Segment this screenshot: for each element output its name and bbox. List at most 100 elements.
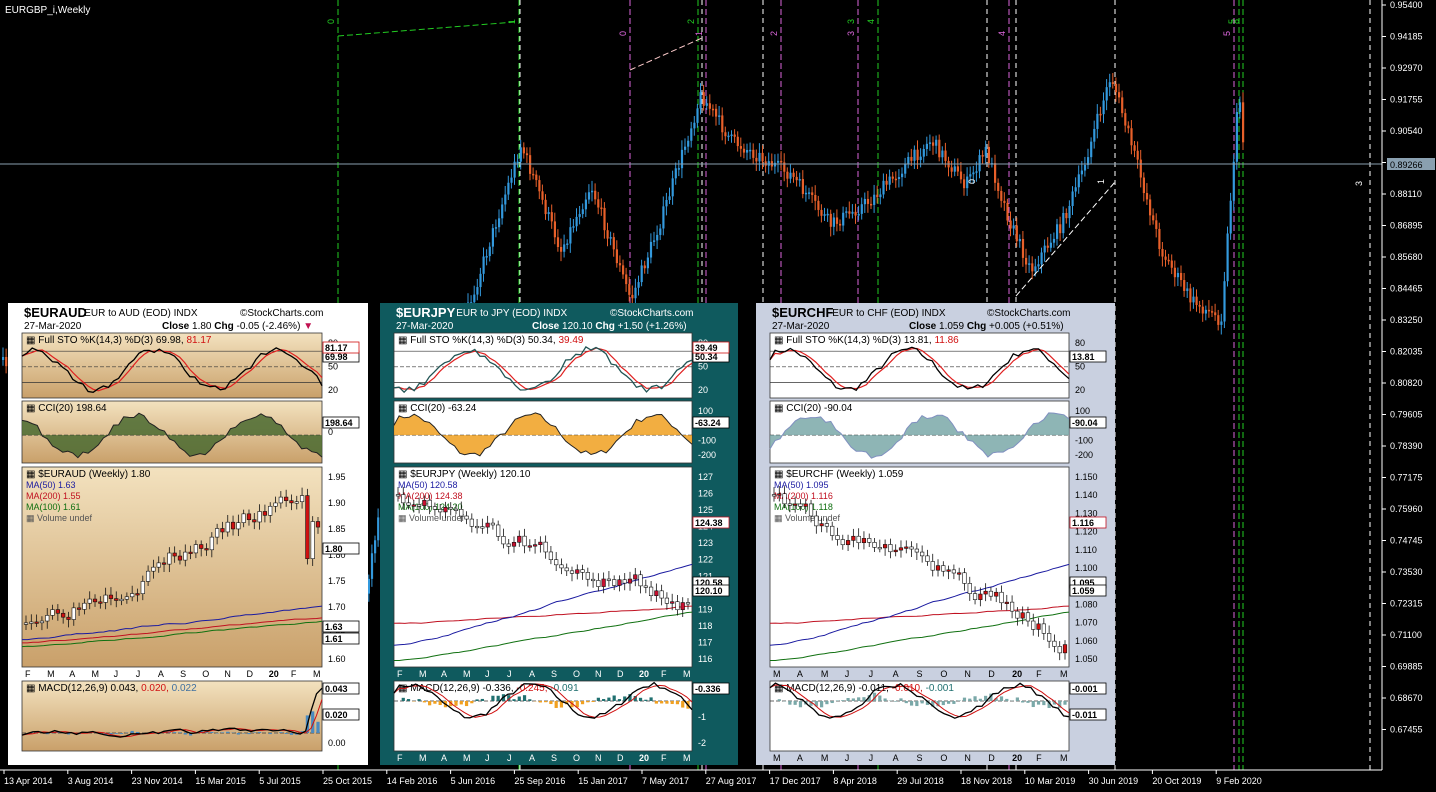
value-tag: -0.336 xyxy=(695,684,721,694)
panel-description: EUR to CHF (EOD) INDX xyxy=(832,308,946,319)
month-label: J xyxy=(869,753,874,763)
month-label: J xyxy=(485,669,490,679)
price-label: 0.67455 xyxy=(1390,725,1423,735)
price-label: 0.73530 xyxy=(1390,567,1423,577)
month-label: M xyxy=(313,669,321,679)
price-legend-item: ▦ $EURJPY (Weekly) 120.10 xyxy=(398,469,531,480)
price-axis-label: 1.90 xyxy=(328,498,346,508)
month-label: N xyxy=(224,669,231,679)
panel-symbol: $EURCHF xyxy=(772,305,833,320)
price-axis-label: 1.050 xyxy=(1075,654,1098,664)
month-label: D xyxy=(617,669,624,679)
price-label: 0.83250 xyxy=(1390,315,1423,325)
month-label: J xyxy=(136,669,141,679)
month-label: F xyxy=(1036,753,1042,763)
month-label: J xyxy=(114,669,119,679)
time-label: 13 Apr 2014 xyxy=(4,776,53,786)
time-label: 25 Oct 2015 xyxy=(323,776,372,786)
value-tag: -63.24 xyxy=(695,418,721,428)
price-label: 0.91755 xyxy=(1390,95,1423,105)
price-axis-label: 1.100 xyxy=(1075,563,1098,573)
time-label: 17 Dec 2017 xyxy=(770,776,821,786)
price-axis-label: 121 xyxy=(698,571,713,581)
price-label: 0.75960 xyxy=(1390,504,1423,514)
price-axis-label: 1.110 xyxy=(1075,545,1097,555)
panel-brand: ©StockCharts.com xyxy=(987,308,1071,319)
month-label: N xyxy=(595,753,602,763)
month-label: M xyxy=(1060,669,1068,679)
value-tag: -90.04 xyxy=(1072,418,1098,428)
month-label: J xyxy=(845,753,850,763)
price-label: 0.74745 xyxy=(1390,536,1423,546)
panel-euraud[interactable]: $EURAUD EUR to AUD (EOD) INDX ©StockCharts… xyxy=(8,303,368,765)
month-label: M xyxy=(463,753,471,763)
price-axis-label: 127 xyxy=(698,472,713,482)
value-tag: 198.64 xyxy=(325,418,353,428)
panel-brand: ©StockCharts.com xyxy=(610,308,694,319)
price-legend-item: MA(50) 1.095 xyxy=(774,480,829,490)
month-label: O xyxy=(573,753,580,763)
month-label: M xyxy=(47,669,55,679)
month-label: A xyxy=(797,753,803,763)
month-label: M xyxy=(683,753,691,763)
cci-axis-label: -200 xyxy=(698,450,716,460)
price-legend-item: MA(100) 1.61 xyxy=(26,502,81,512)
value-tag: 1.095 xyxy=(1072,578,1095,588)
time-label: 3 Aug 2014 xyxy=(68,776,114,786)
sto-axis-label: 20 xyxy=(1075,385,1085,395)
month-label: S xyxy=(917,753,923,763)
month-label: 20 xyxy=(1012,669,1022,679)
month-label: 20 xyxy=(639,669,649,679)
macd-label: ▦ MACD(12,26,9) 0.043, 0.020, 0.022 xyxy=(26,683,197,694)
month-label: D xyxy=(988,669,995,679)
month-label: M xyxy=(419,669,427,679)
time-label: 10 Mar 2019 xyxy=(1025,776,1076,786)
svg-text:2: 2 xyxy=(769,31,779,36)
month-label: M xyxy=(683,669,691,679)
price-axis: 0.95400 0.94185 0.92970 0.91755 0.90540 0.892… xyxy=(1382,0,1435,735)
price-label: 0.90540 xyxy=(1390,126,1423,136)
price-axis-label: 1.060 xyxy=(1075,636,1098,646)
line-label: 0 xyxy=(967,179,977,184)
price-legend-item: ▦ Volume undef xyxy=(774,513,841,523)
value-tag: 0.020 xyxy=(325,710,348,720)
month-label: M xyxy=(91,669,99,679)
panel-brand: ©StockCharts.com xyxy=(240,308,324,319)
month-label: A xyxy=(529,669,535,679)
panel-eurjpy[interactable]: $EURJPY EUR to JPY (EOD) INDX ©StockCharts… xyxy=(380,303,738,765)
month-label: M xyxy=(419,753,427,763)
panel-description: EUR to AUD (EOD) INDX xyxy=(84,308,198,319)
price-axis-label: 116 xyxy=(698,654,712,664)
macd-label: ▦ MACD(12,26,9) -0.336, -0.245, -0.091 xyxy=(398,683,579,694)
time-label: 14 Feb 2016 xyxy=(387,776,438,786)
cci-axis-label: 0 xyxy=(328,427,333,437)
price-legend-item: ▦ $EURAUD (Weekly) 1.80 xyxy=(26,469,151,480)
value-tag: 1.63 xyxy=(325,622,343,632)
time-label: 9 Feb 2020 xyxy=(1216,776,1262,786)
price-axis-label: 1.80 xyxy=(328,550,346,560)
price-label: 0.84465 xyxy=(1390,284,1423,294)
cci-axis-label: -100 xyxy=(1075,435,1093,445)
month-label: A xyxy=(529,753,535,763)
panel-eurchf[interactable]: $EURCHF EUR to CHF (EOD) INDX ©StockCharts… xyxy=(756,303,1115,765)
month-label: S xyxy=(917,669,923,679)
month-label: 20 xyxy=(269,669,279,679)
time-label: 29 Jul 2018 xyxy=(897,776,944,786)
month-label: O xyxy=(940,753,947,763)
svg-text:8: 8 xyxy=(1231,19,1241,24)
price-axis-label: 122 xyxy=(698,555,713,565)
value-tag: -0.011 xyxy=(1072,710,1097,720)
month-label: J xyxy=(845,669,850,679)
time-label: 7 May 2017 xyxy=(642,776,689,786)
macd-label: ▦ MACD(12,26,9) -0.011, -0.010, -0.001 xyxy=(774,683,954,694)
price-legend-item: MA(200) 124.38 xyxy=(398,491,463,501)
value-tag: 1.059 xyxy=(1072,586,1095,596)
price-label: 0.95400 xyxy=(1390,0,1423,10)
price-axis-label: 1.150 xyxy=(1075,472,1098,482)
sto-axis-label: 50 xyxy=(328,362,338,372)
value-tag: 39.49 xyxy=(695,343,718,353)
svg-text:4: 4 xyxy=(997,31,1007,36)
cci-label: ▦ CCI(20) -90.04 xyxy=(774,403,853,414)
time-label: 15 Mar 2015 xyxy=(195,776,246,786)
month-label: M xyxy=(821,753,829,763)
